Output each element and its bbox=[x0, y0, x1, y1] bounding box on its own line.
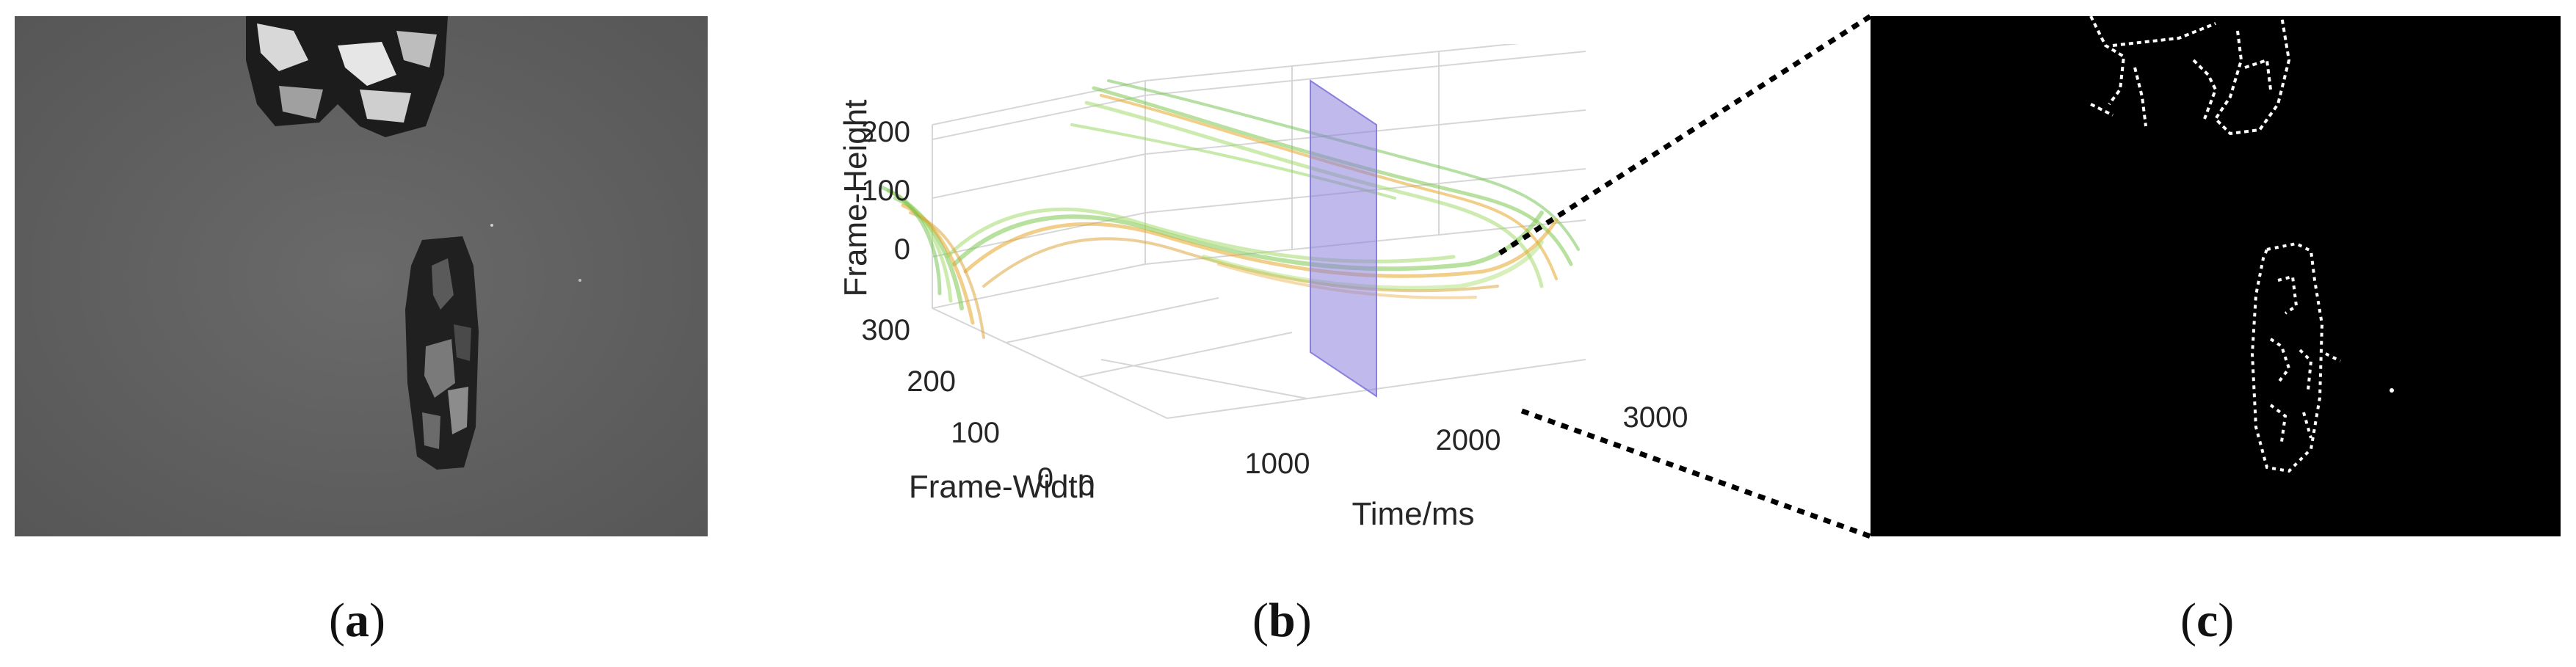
z-tick-0: 0 bbox=[894, 233, 910, 266]
z-tick-100: 100 bbox=[861, 175, 910, 207]
x-tick-2000: 2000 bbox=[1436, 424, 1501, 456]
bottom-object bbox=[405, 236, 479, 470]
caption-c: (c) bbox=[2180, 594, 2235, 647]
y-tick-0: 0 bbox=[1037, 462, 1053, 495]
panel-c-event-slice bbox=[1871, 16, 2561, 536]
z-axis-label: Frame-Height bbox=[838, 100, 874, 297]
z-tick-200: 200 bbox=[861, 116, 910, 148]
top-object-edges bbox=[2089, 16, 2291, 136]
x-tick-0: 0 bbox=[1078, 470, 1095, 502]
camera-frame-image bbox=[15, 16, 708, 536]
y-tick-100: 100 bbox=[951, 417, 1000, 449]
x-tick-1000: 1000 bbox=[1245, 448, 1310, 480]
caption-a: (a) bbox=[329, 594, 385, 647]
panel-a-camera-frame bbox=[15, 16, 708, 536]
event-cloud-3d-chart: 200 100 0 300 200 100 0 0 1000 2000 3000… bbox=[838, 44, 1688, 532]
top-object bbox=[246, 16, 448, 137]
y-axis-label: Frame-Width bbox=[909, 469, 1095, 505]
panel-b-3d-plot: 200 100 0 300 200 100 0 0 1000 2000 3000… bbox=[763, 44, 1821, 558]
x-axis-label: Time/ms bbox=[1352, 496, 1474, 532]
x-tick-3000: 3000 bbox=[1623, 401, 1688, 434]
caption-b: (b) bbox=[1252, 594, 1312, 647]
time-slice-plane bbox=[1310, 79, 1377, 398]
event-slice-image bbox=[1871, 16, 2561, 536]
y-tick-200: 200 bbox=[907, 365, 956, 398]
y-tick-300: 300 bbox=[861, 314, 910, 346]
bottom-object-edges bbox=[2250, 241, 2341, 473]
